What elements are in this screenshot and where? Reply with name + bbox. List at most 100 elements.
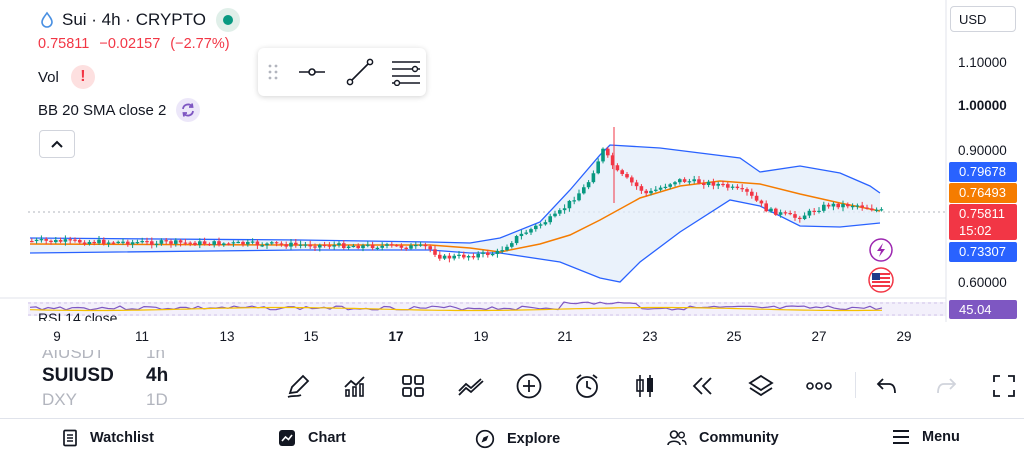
candle-body bbox=[322, 244, 327, 247]
vol-indicator-row[interactable]: Vol ! bbox=[38, 65, 240, 89]
candle-body bbox=[284, 244, 288, 247]
bottom-nav: Watchlist Chart Explore Community Menu bbox=[0, 418, 1024, 461]
nav-watchlist[interactable]: Watchlist bbox=[62, 429, 154, 447]
candle-body bbox=[423, 244, 428, 247]
candle-body bbox=[351, 245, 356, 248]
nav-menu[interactable]: Menu bbox=[892, 429, 960, 445]
candle-body bbox=[73, 239, 77, 241]
nav-explore[interactable]: Explore bbox=[475, 429, 560, 449]
fib-retracement-icon bbox=[392, 61, 420, 86]
bb-basis-price-tag: 0.76493 bbox=[949, 183, 1017, 203]
lightning-event-icon[interactable] bbox=[869, 238, 893, 262]
layers-button[interactable] bbox=[745, 370, 777, 402]
rsi-label[interactable]: RSI 14 close bbox=[38, 310, 118, 321]
drag-handle-icon[interactable] bbox=[266, 60, 280, 84]
symbol-title: Sui · 4h · CRYPTO bbox=[62, 10, 206, 29]
redo-button[interactable] bbox=[930, 370, 962, 402]
templates-button[interactable] bbox=[397, 370, 429, 402]
candle-body bbox=[106, 242, 111, 244]
indicators-button[interactable] bbox=[339, 370, 371, 402]
bb-indicator-row[interactable]: BB 20 SMA close 2 bbox=[38, 98, 240, 122]
candle-body bbox=[783, 212, 788, 214]
candle-body bbox=[231, 242, 236, 244]
templates-icon bbox=[402, 375, 424, 397]
candle-body bbox=[567, 200, 572, 209]
candle-body bbox=[802, 215, 807, 220]
candle-body bbox=[721, 183, 725, 186]
trend-line-tool[interactable] bbox=[340, 54, 380, 90]
candle-body bbox=[202, 241, 207, 244]
candle-body bbox=[433, 249, 437, 255]
chart-type-button[interactable] bbox=[629, 370, 661, 402]
fib-tool[interactable] bbox=[386, 54, 426, 90]
prev-symbol[interactable]: AIUSDT 1h bbox=[42, 350, 182, 362]
replay-button[interactable] bbox=[687, 370, 719, 402]
candle-body bbox=[865, 207, 869, 209]
menu-icon bbox=[893, 430, 909, 444]
candle-body bbox=[769, 208, 773, 212]
candle-body bbox=[711, 181, 716, 186]
candle-body bbox=[274, 242, 279, 244]
candle-body bbox=[116, 241, 120, 244]
candle-body bbox=[44, 239, 48, 241]
currency-selector[interactable]: USD bbox=[950, 6, 1016, 32]
candle-body bbox=[428, 246, 432, 250]
nav-chart[interactable]: Chart bbox=[278, 429, 346, 447]
bb-upper-line bbox=[29, 144, 881, 244]
candle-body bbox=[298, 244, 303, 246]
bb-basis-line bbox=[29, 180, 881, 253]
symbol-row[interactable]: Sui · 4h · CRYPTO bbox=[38, 8, 240, 32]
add-button[interactable] bbox=[513, 370, 545, 402]
us-flag-event-icon[interactable] bbox=[868, 267, 894, 293]
vol-warning-icon[interactable]: ! bbox=[70, 65, 95, 89]
market-status-icon[interactable] bbox=[215, 8, 240, 32]
candle-body bbox=[706, 181, 711, 186]
last-price-tag: 0.75811 15:02 bbox=[949, 204, 1017, 240]
price-axis-label: 1.10000 bbox=[958, 55, 1007, 70]
candle-body bbox=[778, 212, 783, 215]
more-button[interactable] bbox=[803, 370, 835, 402]
collapse-legend-button[interactable] bbox=[39, 130, 75, 158]
sync-icon[interactable] bbox=[176, 98, 201, 122]
candle-body bbox=[793, 214, 797, 218]
chart-icon bbox=[279, 430, 295, 446]
next-symbol[interactable]: DXY 1D bbox=[42, 390, 182, 410]
horizontal-line-tool[interactable] bbox=[292, 54, 332, 90]
undo-button[interactable] bbox=[871, 370, 903, 402]
candle-body bbox=[183, 242, 188, 244]
candle-body bbox=[332, 245, 336, 247]
candle-body bbox=[586, 182, 591, 188]
candle-body bbox=[596, 161, 600, 174]
candle-body bbox=[78, 240, 82, 243]
candle-body bbox=[265, 243, 269, 246]
candle-body bbox=[673, 182, 677, 185]
nav-label: Community bbox=[699, 430, 779, 446]
current-symbol-name: SUIUSD bbox=[42, 365, 114, 386]
candle-body bbox=[745, 189, 749, 192]
candle-body bbox=[34, 239, 39, 242]
candle-body bbox=[212, 241, 216, 245]
current-symbol[interactable]: SUIUSD 4h bbox=[42, 362, 182, 390]
candle-body bbox=[39, 239, 44, 241]
candle-body bbox=[822, 204, 826, 211]
horizontal-line-icon bbox=[299, 68, 325, 76]
nav-community[interactable]: Community bbox=[667, 429, 779, 447]
alert-button[interactable] bbox=[571, 370, 603, 402]
time-axis-label: 27 bbox=[811, 329, 827, 344]
candle-body bbox=[870, 208, 874, 211]
candle-body bbox=[318, 244, 322, 248]
symbol-switcher[interactable]: AIUSDT 1h SUIUSD 4h DXY 1D bbox=[42, 350, 182, 410]
drawing-tools-button[interactable] bbox=[282, 370, 314, 402]
toolbar-separator bbox=[855, 372, 856, 398]
candle-body bbox=[337, 243, 341, 246]
time-axis-label: 9 bbox=[53, 329, 61, 344]
last-price-tag-value: 0.75811 bbox=[959, 206, 1006, 221]
compare-button[interactable] bbox=[455, 370, 487, 402]
fullscreen-button[interactable] bbox=[988, 370, 1020, 402]
bb-band-fill bbox=[30, 145, 880, 282]
candle-body bbox=[874, 209, 879, 211]
candle-body bbox=[462, 254, 466, 258]
time-axis-label: 15 bbox=[303, 329, 319, 344]
bar-countdown: 15:02 bbox=[959, 223, 992, 238]
